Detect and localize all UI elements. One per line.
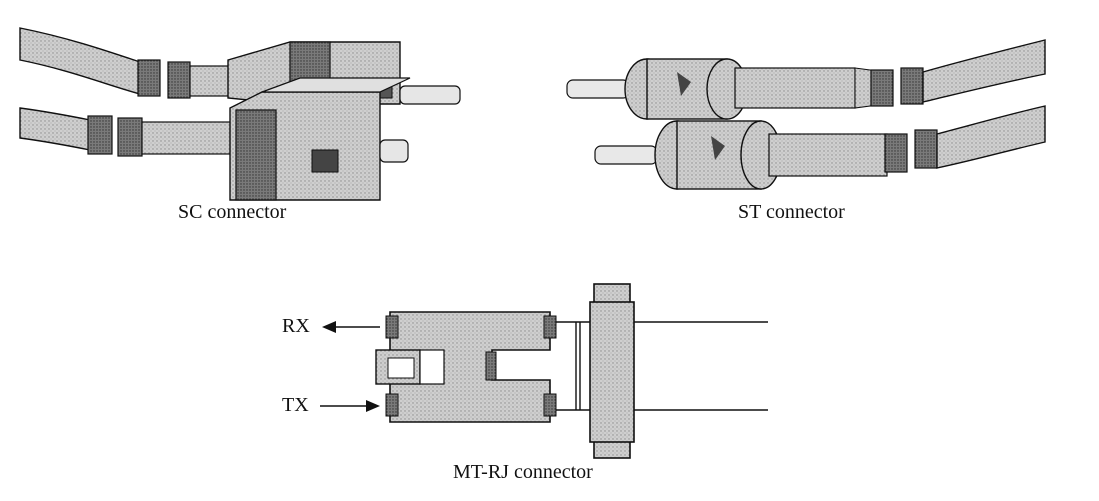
sc-lower-body	[229, 77, 411, 201]
mtrj-caption: MT-RJ connector	[453, 461, 593, 483]
st-lower-connector	[594, 105, 1046, 190]
mtrj-fibers	[556, 321, 768, 411]
sc-connector-drawing	[19, 27, 461, 201]
sc-caption: SC connector	[178, 201, 287, 223]
sc-upper-cable	[19, 27, 231, 99]
st-upper-connector	[566, 39, 1046, 120]
tx-arrow	[320, 400, 380, 412]
sc-lower-cable	[19, 107, 233, 157]
st-caption: ST connector	[738, 201, 845, 223]
rx-arrow	[322, 321, 380, 333]
mtrj-wall-plate	[589, 283, 635, 459]
mtrj-body	[375, 311, 557, 423]
rx-label: RX	[282, 315, 310, 337]
mtrj-connector-drawing	[320, 283, 768, 459]
tx-label: TX	[282, 394, 309, 416]
st-connector-drawing	[566, 39, 1046, 190]
